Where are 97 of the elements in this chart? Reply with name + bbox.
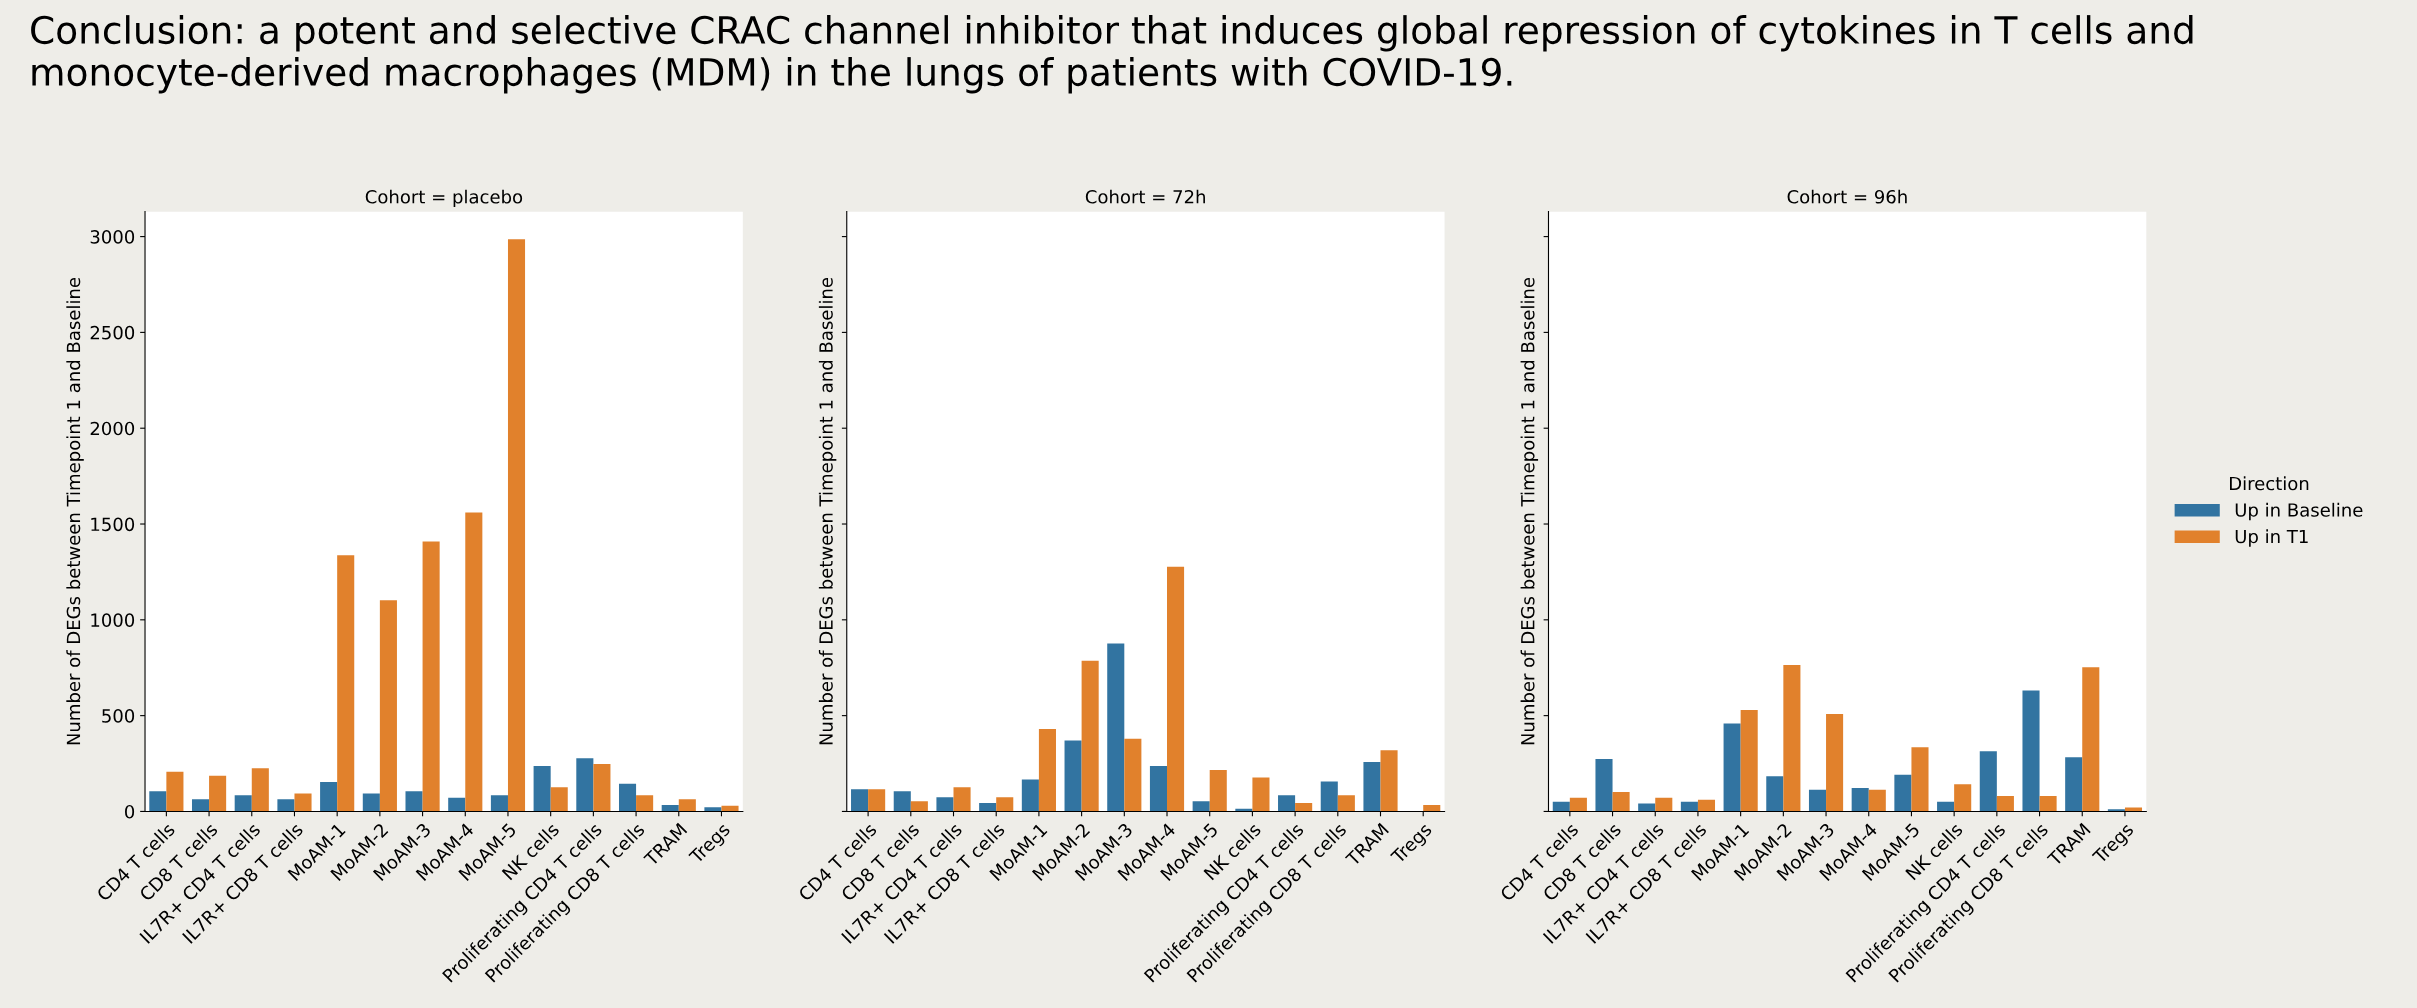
bar	[320, 782, 338, 812]
bar	[1612, 791, 1630, 812]
bar	[1124, 738, 1142, 812]
bar	[1680, 801, 1698, 812]
bar	[1740, 710, 1758, 812]
bar	[1149, 766, 1168, 812]
y-axis-title: Number of DEGs between Timepoint 1 and Baseline	[1520, 277, 1539, 745]
bar	[1826, 713, 1844, 812]
chart-title: Cohort = 96h	[1787, 189, 1907, 204]
bar	[379, 600, 397, 812]
bar	[1209, 770, 1227, 812]
bar	[1337, 795, 1355, 812]
bar	[996, 797, 1014, 812]
legend-title: Direction	[2230, 476, 2309, 491]
bar	[618, 783, 637, 812]
bar	[362, 793, 380, 812]
y-axis-title: Number of DEGs between Timepoint 1 and Baseline	[818, 277, 837, 745]
y-tick-label: 0	[125, 804, 135, 819]
chart-title: Cohort = placebo	[365, 189, 523, 208]
text: Conclusion: a potent and selective CRAC channel inhibitor that induces global repression of cytokines in T cells and monocyte-derived macrophages (MDM) in the lungs of patients with COVID-19.	[31, 15, 2193, 94]
legend-label: Up in T1	[2235, 529, 2308, 547]
bar	[490, 795, 508, 812]
bar	[1038, 729, 1056, 812]
bar	[721, 805, 739, 812]
bar	[1697, 799, 1716, 812]
bar	[661, 805, 679, 812]
bar	[1320, 781, 1338, 812]
bar	[2082, 667, 2100, 812]
bar	[2107, 809, 2125, 812]
bar	[209, 775, 227, 812]
bar	[1552, 801, 1570, 812]
y-tick-label: 2500	[90, 325, 135, 340]
bar	[166, 771, 184, 812]
bar	[1081, 660, 1099, 812]
bar	[533, 766, 551, 812]
bar	[191, 799, 210, 812]
bar	[1868, 789, 1886, 812]
bar	[1911, 747, 1929, 812]
bar	[1808, 789, 1827, 812]
bar	[593, 764, 611, 812]
y-tick-label: 3000	[90, 230, 135, 244]
bar	[1107, 643, 1125, 812]
bar	[337, 555, 355, 812]
bar	[1894, 774, 1912, 812]
bar	[507, 239, 526, 812]
bar	[448, 797, 466, 812]
bar	[294, 793, 312, 812]
bar	[1766, 776, 1784, 812]
y-axis-title: Number of DEGs between Timepoint 1 and Baseline	[66, 277, 84, 745]
bar	[1295, 803, 1313, 812]
bar	[1996, 795, 2014, 812]
bar	[910, 801, 928, 812]
bar	[1021, 779, 1039, 812]
bar	[405, 791, 423, 812]
bar	[1937, 801, 1955, 812]
bar	[953, 787, 971, 812]
bar	[251, 768, 269, 812]
bar	[1954, 784, 1972, 812]
bar	[1783, 665, 1801, 812]
bar	[277, 799, 295, 812]
bar	[704, 807, 722, 812]
bar	[1380, 750, 1398, 812]
bar	[1655, 797, 1673, 812]
y-tick-label: 1500	[91, 517, 135, 532]
bar	[1423, 805, 1441, 812]
bar	[2065, 757, 2083, 812]
bar	[1064, 740, 1082, 812]
bar	[893, 791, 911, 812]
bar	[1167, 566, 1185, 812]
bar	[1569, 797, 1587, 812]
bar	[1252, 777, 1270, 812]
bar	[1851, 788, 1869, 812]
bar	[1192, 801, 1210, 812]
y-tick-label: 1000	[91, 613, 135, 627]
bar	[422, 541, 440, 812]
chart-title: Cohort = 72h	[1085, 189, 1205, 204]
bar	[2022, 690, 2040, 812]
y-tick-label: 500	[102, 709, 135, 723]
bar	[550, 787, 568, 812]
bar	[636, 795, 654, 812]
bar	[1979, 751, 1997, 812]
bar	[868, 789, 886, 812]
bar	[234, 795, 252, 812]
bar	[1363, 762, 1381, 812]
legend-label: Up in Baseline	[2235, 502, 2363, 521]
bar	[1278, 795, 1296, 812]
bar	[2039, 795, 2057, 812]
bar	[936, 797, 954, 812]
bar	[678, 799, 696, 812]
y-tick-label: 2000	[90, 421, 135, 436]
bar	[979, 803, 997, 812]
bar	[576, 758, 594, 812]
bar	[1595, 758, 1613, 812]
bar	[149, 791, 167, 812]
bar	[851, 789, 869, 812]
bar	[465, 512, 483, 812]
bar	[1723, 723, 1741, 812]
